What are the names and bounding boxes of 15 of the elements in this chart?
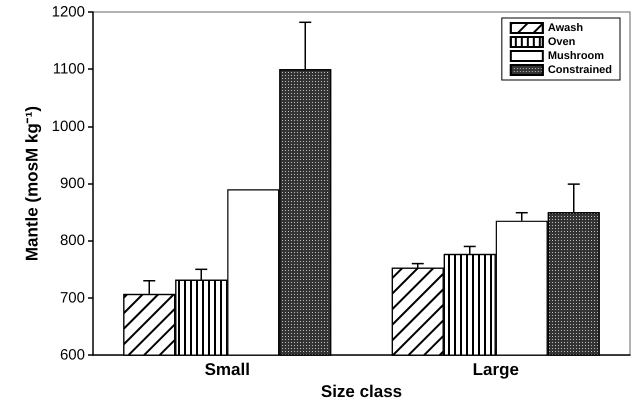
x-axis-title: Size class bbox=[320, 382, 402, 401]
legend-label: Mushroom bbox=[548, 50, 604, 62]
y-tick-label: 800 bbox=[60, 232, 85, 250]
y-tick-label: 1000 bbox=[52, 118, 85, 135]
y-tick-label: 700 bbox=[60, 289, 85, 306]
x-tick-label: Large bbox=[472, 360, 519, 380]
legend-label: Oven bbox=[548, 36, 576, 48]
legend-label: Awash bbox=[548, 22, 584, 34]
y-tick-label: 1200 bbox=[52, 4, 85, 20]
legend-label: Constrained bbox=[548, 64, 612, 76]
y-tick-label: 600 bbox=[60, 346, 85, 364]
y-tick-label: 1100 bbox=[52, 60, 85, 78]
y-tick-label: 900 bbox=[60, 175, 85, 192]
x-tick-label: Small bbox=[204, 360, 250, 380]
y-axis-title: Mantle (mosM kg⁻¹) bbox=[22, 106, 42, 262]
